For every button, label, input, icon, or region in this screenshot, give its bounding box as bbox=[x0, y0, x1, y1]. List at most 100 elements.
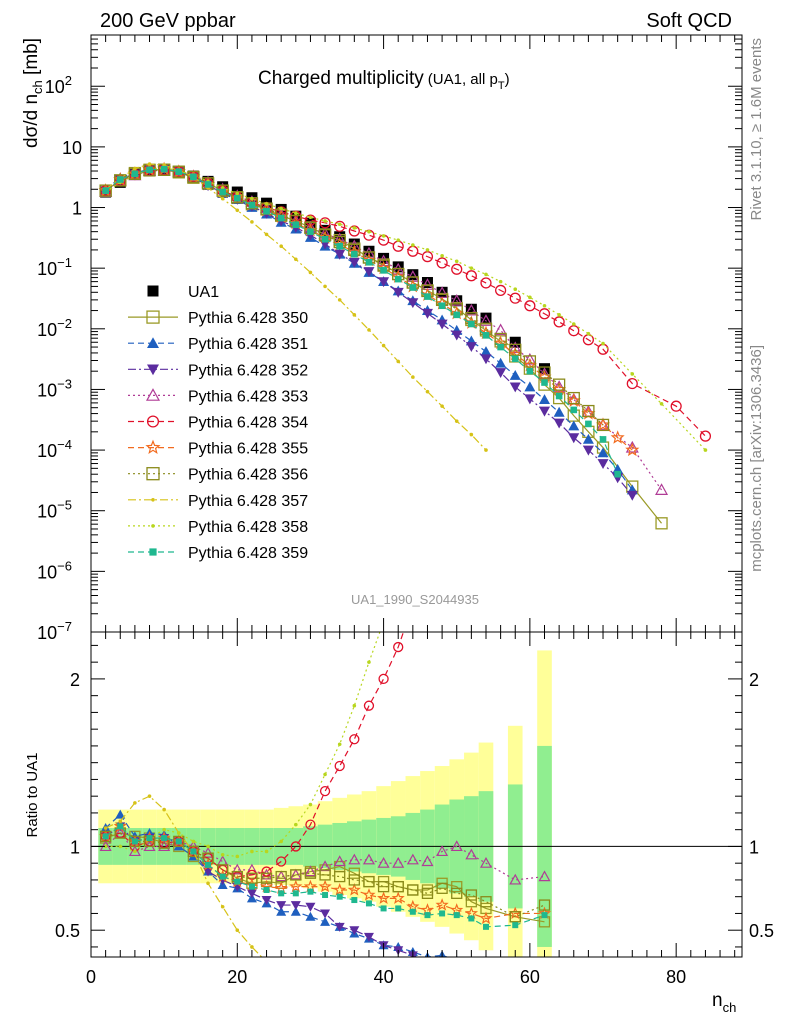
ratio-point bbox=[176, 831, 181, 835]
ratio-point bbox=[276, 901, 287, 911]
ratio-point bbox=[334, 760, 345, 772]
data-point bbox=[204, 181, 212, 188]
ratio-point bbox=[479, 856, 493, 868]
ratio-point bbox=[102, 833, 109, 840]
ratio-point bbox=[435, 898, 449, 911]
data-point bbox=[509, 382, 521, 393]
data-point bbox=[670, 400, 682, 412]
ratio-point bbox=[279, 839, 283, 844]
data-point bbox=[436, 257, 448, 269]
data-point bbox=[586, 331, 591, 336]
data-point bbox=[233, 194, 241, 202]
ratio-line bbox=[105, 795, 263, 957]
data-point bbox=[407, 269, 419, 281]
ratio-point bbox=[292, 890, 299, 897]
ratio-point bbox=[261, 866, 272, 877]
header-right: Soft QCD bbox=[646, 10, 732, 32]
ratio-point bbox=[348, 853, 361, 865]
ratio-point bbox=[191, 839, 196, 844]
ratio-point bbox=[279, 970, 283, 974]
data-point bbox=[596, 418, 610, 432]
data-point bbox=[160, 165, 168, 173]
ratio-point bbox=[133, 849, 137, 854]
main-ytick-label: 1 bbox=[72, 199, 82, 219]
ratio-point bbox=[453, 912, 460, 919]
data-point bbox=[347, 239, 361, 252]
ratio-bands bbox=[91, 650, 742, 957]
ratio-point bbox=[362, 853, 375, 865]
data-point bbox=[308, 215, 313, 220]
ratio-point bbox=[162, 807, 166, 812]
header-left: 200 GeV ppbar bbox=[100, 10, 236, 32]
data-point bbox=[582, 445, 594, 456]
ratio-point bbox=[393, 641, 404, 653]
ratio-point bbox=[377, 880, 390, 893]
ratio-point bbox=[512, 922, 519, 929]
ratio-point bbox=[392, 856, 405, 868]
data-point bbox=[453, 311, 461, 319]
ratio-point bbox=[437, 960, 447, 969]
main-ylabel-unit: [mb] bbox=[21, 38, 42, 80]
ratio-ytick-label-right: 1 bbox=[749, 837, 759, 857]
data-point bbox=[367, 328, 371, 332]
ratio-point bbox=[452, 455, 461, 464]
title-sub: (UA1, all p bbox=[428, 71, 498, 88]
ratio-point bbox=[440, 342, 444, 346]
data-point bbox=[367, 229, 371, 234]
ratio-point bbox=[175, 838, 182, 845]
data-point bbox=[509, 343, 522, 356]
ratio-point bbox=[424, 912, 431, 919]
data-point bbox=[352, 226, 357, 230]
ratio-point bbox=[304, 865, 317, 877]
xlabel-text: n bbox=[712, 990, 723, 1011]
legend-label: Pythia 6.428 355 bbox=[188, 441, 308, 458]
data-point bbox=[528, 295, 532, 300]
data-point bbox=[596, 418, 610, 430]
legend-label: Pythia 6.428 352 bbox=[188, 362, 308, 379]
data-point bbox=[440, 253, 444, 258]
ratio-ytick-label-right: 0.5 bbox=[749, 921, 774, 941]
data-point bbox=[319, 217, 331, 229]
data-point bbox=[381, 343, 386, 348]
main-ylabel-text: dσ/d n bbox=[21, 94, 42, 148]
ratio-point bbox=[275, 877, 287, 889]
ratio-point bbox=[363, 875, 375, 888]
legend-marker bbox=[146, 415, 160, 428]
ratio-point bbox=[510, 980, 520, 989]
ratio-point bbox=[480, 896, 492, 908]
ratio-point bbox=[187, 845, 200, 858]
ratio-point bbox=[320, 916, 331, 926]
data-point bbox=[396, 238, 401, 242]
legend-item-6: Pythia 6.428 354 bbox=[128, 415, 308, 432]
ratio-point bbox=[264, 849, 269, 854]
ytick-base: 10 bbox=[62, 138, 82, 158]
ratio-point bbox=[246, 872, 258, 884]
ratio-point bbox=[289, 879, 303, 893]
data-point bbox=[365, 258, 373, 266]
series-9 bbox=[103, 162, 488, 452]
ratio-point bbox=[276, 856, 287, 867]
ratio-point bbox=[334, 870, 346, 883]
ratio-point bbox=[353, 1001, 357, 1005]
data-point bbox=[451, 263, 463, 275]
data-point bbox=[479, 314, 493, 326]
ratio-point bbox=[131, 838, 138, 845]
ytick-exp: −6 bbox=[57, 558, 72, 573]
ratio-point bbox=[540, 957, 550, 966]
ratio-point bbox=[363, 932, 374, 942]
ratio-point bbox=[450, 840, 463, 852]
data-point bbox=[147, 162, 152, 166]
ratio-point bbox=[333, 855, 346, 867]
ratio-point bbox=[146, 835, 153, 842]
side-label-top: Rivet 3.1.10, ≥ 1.6M events bbox=[748, 38, 765, 221]
data-point bbox=[454, 419, 459, 423]
xtick-label: 0 bbox=[86, 967, 96, 987]
ratio-point bbox=[380, 905, 387, 912]
ratio-point bbox=[318, 879, 332, 893]
data-point bbox=[425, 248, 430, 252]
data-point bbox=[595, 417, 611, 431]
data-point bbox=[378, 277, 390, 288]
data-point bbox=[450, 294, 464, 306]
data-point bbox=[585, 420, 592, 428]
